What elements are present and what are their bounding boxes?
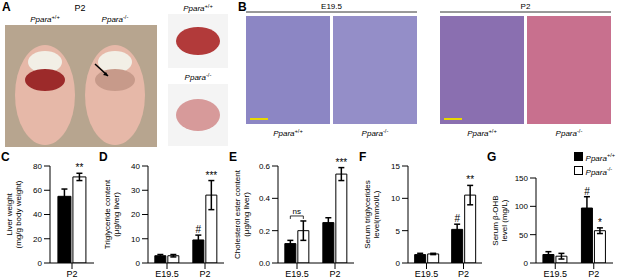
- svg-text:P2: P2: [66, 269, 77, 279]
- svg-text:Ppara+/+: Ppara+/+: [30, 14, 60, 24]
- svg-text:P2: P2: [199, 269, 210, 279]
- svg-text:***: ***: [205, 170, 217, 181]
- html-text:G: G: [487, 150, 497, 164]
- svg-text:P2: P2: [588, 269, 599, 279]
- svg-text:Ppara+/+: Ppara+/+: [183, 3, 213, 13]
- svg-text:0: 0: [524, 259, 529, 268]
- svg-text:0.6: 0.6: [259, 162, 271, 171]
- svg-text:0: 0: [136, 259, 141, 268]
- html-text:C: C: [1, 150, 10, 164]
- html-text:D: D: [99, 150, 108, 164]
- svg-text:**: **: [466, 174, 474, 185]
- svg-text:P2: P2: [521, 2, 531, 11]
- svg-text:#: #: [584, 186, 590, 197]
- svg-text:10: 10: [131, 235, 140, 244]
- svg-text:E19.5: E19.5: [321, 2, 342, 11]
- svg-text:15: 15: [391, 162, 400, 171]
- svg-text:#: #: [196, 224, 202, 235]
- svg-text:Ppara+/+: Ppara+/+: [273, 128, 303, 138]
- svg-text:100: 100: [515, 202, 529, 211]
- svg-text:***: ***: [335, 157, 347, 168]
- svg-text:**: **: [76, 162, 84, 173]
- svg-text:Ppara-/-: Ppara-/-: [102, 14, 129, 24]
- svg-text:#: #: [454, 213, 460, 224]
- svg-text:E19.5: E19.5: [285, 269, 309, 279]
- svg-text:P2: P2: [74, 3, 85, 13]
- svg-text:*: *: [598, 217, 602, 228]
- svg-text:Cholesterol ester content(μg/m: Cholesterol ester content(μg/mg liver): [233, 169, 251, 259]
- svg-text:E19.5: E19.5: [155, 269, 179, 279]
- svg-text:80: 80: [33, 162, 42, 171]
- html-text:E: E: [229, 150, 237, 164]
- svg-text:50: 50: [519, 231, 528, 240]
- svg-text:0: 0: [38, 259, 43, 268]
- svg-text:P2: P2: [458, 269, 469, 279]
- svg-text:Liver weight(mg/g body weight): Liver weight(mg/g body weight): [5, 180, 23, 248]
- svg-text:Serum β-OHBlevel (mg/L): Serum β-OHBlevel (mg/L): [491, 195, 509, 245]
- svg-text:Ppara+/+: Ppara+/+: [467, 128, 497, 138]
- html-text:Ppara-/-: Ppara-/-: [585, 165, 613, 177]
- svg-text:20: 20: [131, 210, 140, 219]
- svg-text:5: 5: [396, 227, 401, 236]
- svg-text:40: 40: [33, 210, 42, 219]
- svg-text:Ppara-/-: Ppara-/-: [556, 128, 583, 138]
- svg-text:ns: ns: [293, 207, 301, 216]
- svg-text:0.2: 0.2: [259, 227, 271, 236]
- svg-text:40: 40: [131, 162, 140, 171]
- svg-text:Triglyceride content(μg/mg liv: Triglyceride content(μg/mg liver): [103, 179, 121, 249]
- svg-text:60: 60: [33, 186, 42, 195]
- svg-text:P2: P2: [329, 269, 340, 279]
- svg-text:Serum triglycerideslevel(mmol/: Serum triglycerideslevel(mmol/L): [363, 180, 381, 248]
- html-text:Ppara+/+: Ppara+/+: [585, 152, 615, 163]
- svg-text:Ppara-/-: Ppara-/-: [362, 128, 389, 138]
- html-text:F: F: [359, 150, 367, 164]
- svg-text:B: B: [238, 0, 247, 14]
- svg-text:0.4: 0.4: [259, 194, 271, 203]
- svg-text:30: 30: [131, 186, 140, 195]
- svg-text:Ppara-/-: Ppara-/-: [185, 72, 212, 82]
- svg-text:E19.5: E19.5: [543, 269, 567, 279]
- svg-text:10: 10: [391, 194, 400, 203]
- svg-text:20: 20: [33, 235, 42, 244]
- svg-text:150: 150: [515, 174, 529, 183]
- svg-text:0: 0: [396, 259, 401, 268]
- svg-text:A: A: [2, 0, 11, 14]
- svg-text:E19.5: E19.5: [415, 269, 439, 279]
- svg-text:0.0: 0.0: [259, 259, 271, 268]
